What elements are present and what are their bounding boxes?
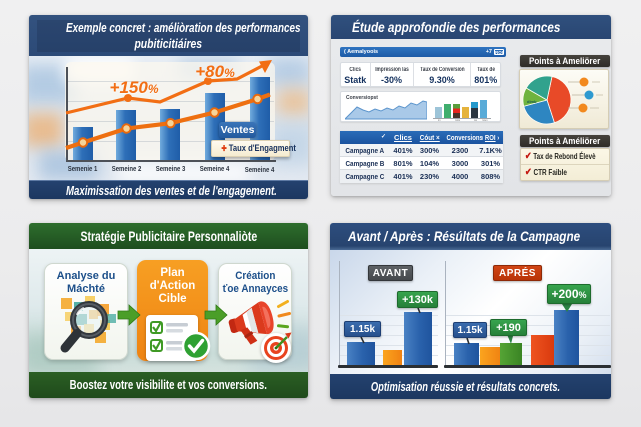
svg-text:mkjs: mkjs (455, 119, 461, 121)
svg-text:rvten: rvten (482, 119, 488, 121)
svg-text:ws: ws (474, 119, 478, 121)
svg-text:dlmb: dlmb (527, 99, 537, 104)
svg-text:im: im (438, 119, 441, 121)
